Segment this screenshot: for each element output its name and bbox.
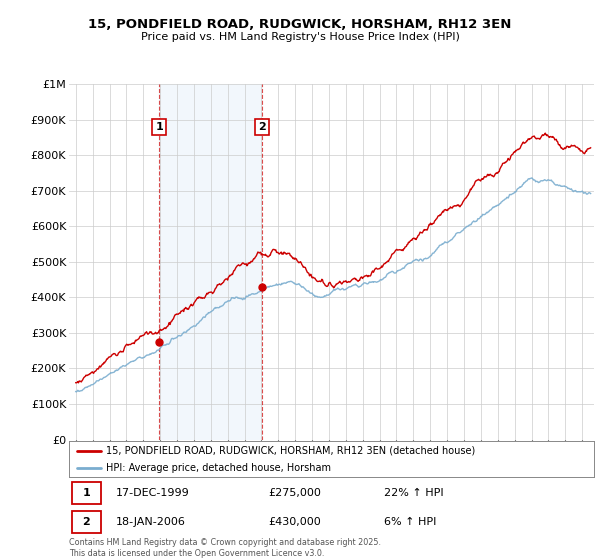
Text: 18-JAN-2006: 18-JAN-2006 <box>116 517 186 527</box>
Text: £430,000: £430,000 <box>269 517 321 527</box>
Text: 6% ↑ HPI: 6% ↑ HPI <box>384 517 436 527</box>
FancyBboxPatch shape <box>71 511 101 533</box>
FancyBboxPatch shape <box>71 482 101 503</box>
Text: Price paid vs. HM Land Registry's House Price Index (HPI): Price paid vs. HM Land Registry's House … <box>140 32 460 43</box>
Text: 15, PONDFIELD ROAD, RUDGWICK, HORSHAM, RH12 3EN: 15, PONDFIELD ROAD, RUDGWICK, HORSHAM, R… <box>88 18 512 31</box>
Text: HPI: Average price, detached house, Horsham: HPI: Average price, detached house, Hors… <box>106 463 331 473</box>
Text: 2: 2 <box>82 517 90 527</box>
Text: £275,000: £275,000 <box>269 488 322 498</box>
Text: Contains HM Land Registry data © Crown copyright and database right 2025.
This d: Contains HM Land Registry data © Crown c… <box>69 538 381 558</box>
Text: 1: 1 <box>82 488 90 498</box>
Text: 1: 1 <box>155 122 163 132</box>
Text: 17-DEC-1999: 17-DEC-1999 <box>116 488 190 498</box>
Text: 22% ↑ HPI: 22% ↑ HPI <box>384 488 443 498</box>
Bar <box>160 84 262 440</box>
Text: 2: 2 <box>259 122 266 132</box>
Text: 15, PONDFIELD ROAD, RUDGWICK, HORSHAM, RH12 3EN (detached house): 15, PONDFIELD ROAD, RUDGWICK, HORSHAM, R… <box>106 446 475 456</box>
